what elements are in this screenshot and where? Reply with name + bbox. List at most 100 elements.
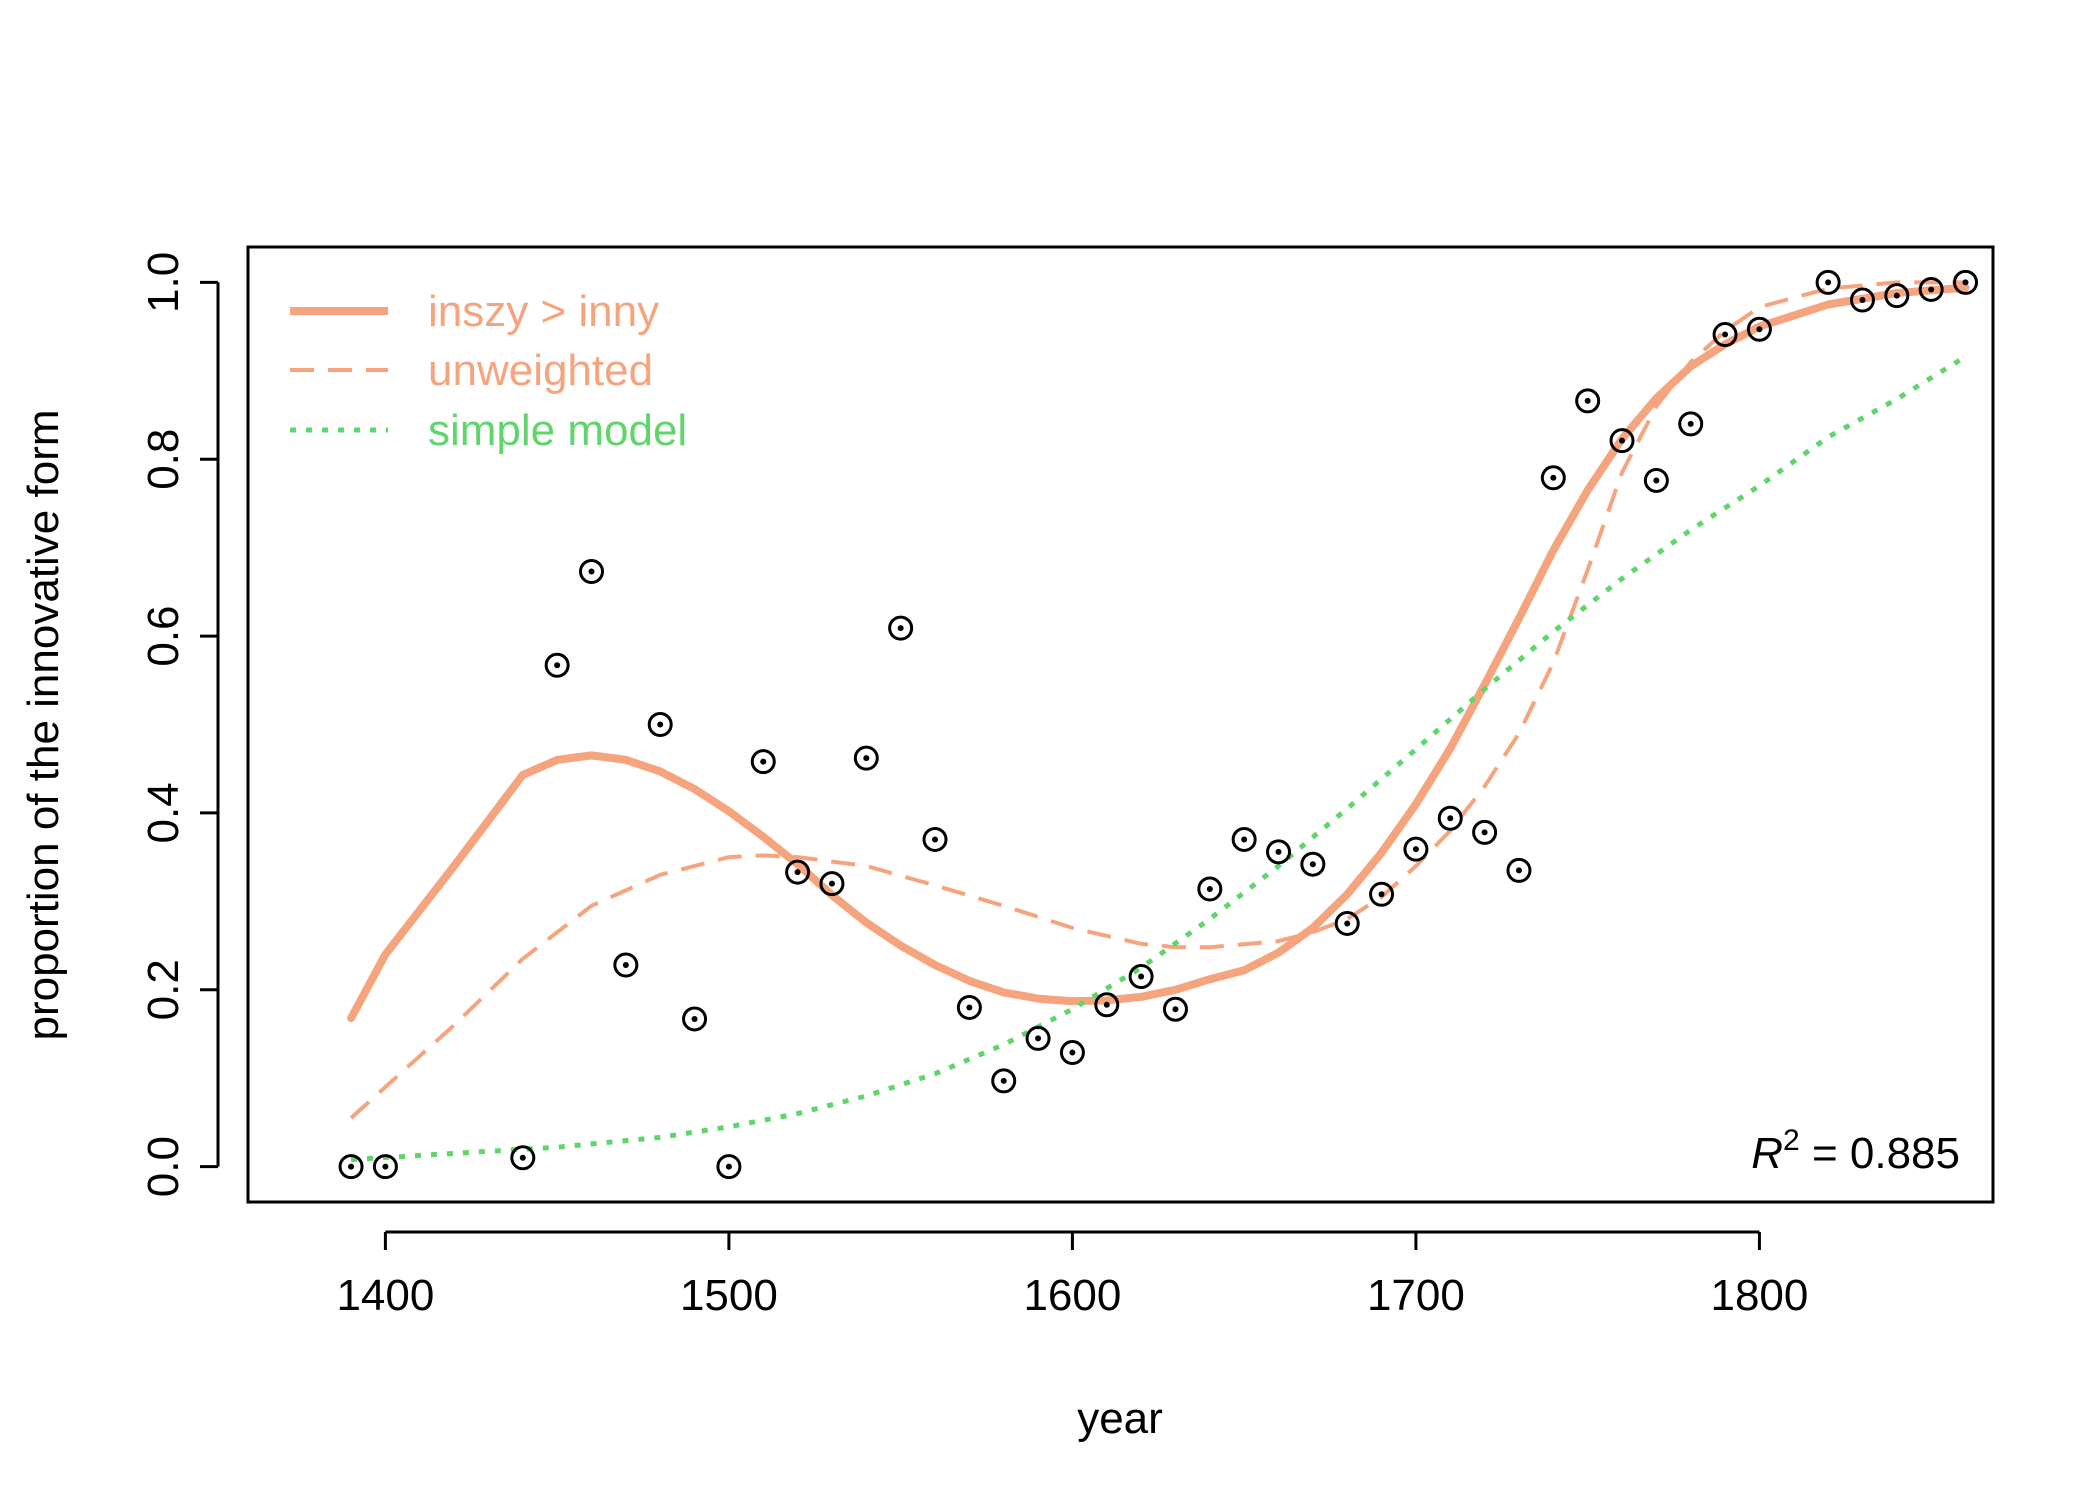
data-point-ring xyxy=(1678,411,1704,437)
data-point-dot xyxy=(1756,326,1763,333)
y-tick-label: 0.4 xyxy=(139,782,188,843)
data-point-dot xyxy=(1722,331,1729,338)
data-point-dot xyxy=(1481,829,1488,836)
data-point-ring xyxy=(716,1154,742,1180)
x-axis: 1400 1500 1600 1700 1800 xyxy=(336,1230,1808,1320)
data-point-ring xyxy=(991,1068,1017,1094)
data-point-ring xyxy=(1506,857,1532,883)
series-line-inszy-inny xyxy=(347,283,1970,1023)
data-point xyxy=(1266,839,1292,865)
data-point-dot xyxy=(519,1154,526,1161)
data-point xyxy=(1059,1040,1085,1066)
data-point xyxy=(1437,805,1463,831)
r-squared-annotation: R2 = 0.885 xyxy=(1751,1124,1960,1178)
plot-frame xyxy=(246,245,1995,1204)
data-point-ring xyxy=(1094,992,1120,1018)
data-point xyxy=(1472,819,1498,845)
data-point xyxy=(1369,881,1395,907)
legend-label-weighted: inszy > inny xyxy=(428,287,659,336)
data-point-dot xyxy=(760,758,767,765)
series-line-unweighted xyxy=(349,280,1966,1120)
data-point-dot xyxy=(897,625,904,632)
data-point-dot xyxy=(1241,836,1248,843)
data-point-dot xyxy=(554,662,561,669)
legend: inszy > inny unweighted simple model xyxy=(290,287,687,455)
y-tick-label: 0.6 xyxy=(139,605,188,666)
data-point-ring xyxy=(1403,836,1429,862)
y-tick-label: 1.0 xyxy=(139,252,188,313)
data-point xyxy=(1025,1025,1051,1051)
data-point xyxy=(716,1154,742,1180)
y-axis: 0.0 0.2 0.4 0.6 0.8 1.0 xyxy=(139,252,220,1197)
data-point-dot xyxy=(1550,474,1557,481)
x-tick-label: 1400 xyxy=(336,1271,434,1320)
data-point-dot xyxy=(1035,1035,1042,1042)
data-point-dot xyxy=(657,721,664,728)
data-point-dot xyxy=(1309,861,1316,868)
data-point-dot xyxy=(1447,815,1454,822)
data-point-ring xyxy=(647,712,673,737)
data-point xyxy=(372,1154,398,1180)
r-squared-exponent: 2 xyxy=(1783,1124,1800,1157)
data-point xyxy=(1162,996,1188,1022)
data-point xyxy=(1884,283,1910,309)
data-point xyxy=(1197,876,1223,902)
data-point-dot xyxy=(1619,437,1626,444)
r-squared-symbol: R xyxy=(1751,1129,1783,1178)
data-point-dot xyxy=(348,1163,355,1170)
data-point-ring xyxy=(1437,805,1463,831)
data-point xyxy=(1575,388,1601,414)
data-point-dot xyxy=(1687,420,1694,427)
data-point-ring xyxy=(888,615,914,641)
data-point xyxy=(338,1154,364,1180)
data-point-ring xyxy=(372,1154,398,1180)
data-point xyxy=(853,745,879,771)
data-point-ring xyxy=(956,994,982,1020)
y-tick-label: 0.2 xyxy=(139,959,188,1020)
data-point xyxy=(1506,857,1532,883)
data-point xyxy=(750,749,776,775)
data-point-dot xyxy=(932,836,939,843)
legend-label-simple: simple model xyxy=(428,406,687,455)
data-point xyxy=(1746,316,1772,342)
data-point-ring xyxy=(338,1154,364,1180)
data-point-ring xyxy=(1472,819,1498,845)
data-point-ring xyxy=(1849,287,1875,313)
data-point-dot xyxy=(1653,477,1660,484)
data-point xyxy=(1849,287,1875,313)
y-tick-label: 0.0 xyxy=(139,1136,188,1197)
data-point-dot xyxy=(622,962,629,969)
data-point-ring xyxy=(1162,996,1188,1022)
data-point-ring xyxy=(613,952,639,978)
data-point-dot xyxy=(863,755,870,762)
data-point-dot xyxy=(382,1163,389,1170)
x-tick-label: 1500 xyxy=(680,1271,778,1320)
data-point-dot xyxy=(1378,891,1385,898)
data-point-dot xyxy=(1344,920,1351,927)
data-point-ring xyxy=(853,745,879,771)
data-point xyxy=(544,652,570,678)
data-point xyxy=(647,712,673,737)
data-point-ring xyxy=(1746,316,1772,342)
data-point-dot xyxy=(1172,1006,1179,1013)
y-axis-title: proportion of the innovative form xyxy=(19,409,68,1040)
data-point-ring xyxy=(682,1006,708,1032)
data-point-ring xyxy=(1643,467,1669,493)
data-point xyxy=(1094,992,1120,1018)
data-point xyxy=(510,1145,536,1171)
data-point-ring xyxy=(1540,465,1566,491)
data-point xyxy=(613,952,639,978)
data-point-ring xyxy=(1231,826,1257,852)
data-point-dot xyxy=(1859,297,1866,304)
data-point-ring xyxy=(1266,839,1292,865)
data-point xyxy=(1815,269,1841,295)
series-line-simple-model xyxy=(350,354,1967,1163)
data-point-dot xyxy=(588,568,595,575)
data-point-ring xyxy=(1712,322,1738,348)
data-point-dot xyxy=(1825,279,1832,286)
data-point-dot xyxy=(1138,973,1145,980)
data-point xyxy=(1540,465,1566,491)
data-point-ring xyxy=(1197,876,1223,902)
data-point xyxy=(1128,964,1154,990)
data-point-ring xyxy=(510,1145,536,1171)
